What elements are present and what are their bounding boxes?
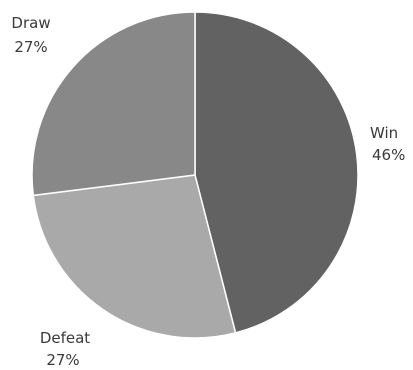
label-defeat-name: Defeat bbox=[40, 329, 90, 347]
pie-slices bbox=[31, 11, 359, 339]
pie-slice-draw bbox=[31, 11, 196, 197]
pie-slice-win bbox=[194, 11, 359, 334]
label-win-value: 46% bbox=[372, 146, 405, 164]
label-draw-value: 27% bbox=[14, 38, 47, 56]
label-draw-name: Draw bbox=[11, 14, 50, 32]
label-win-name: Win bbox=[370, 124, 398, 142]
pie-slice-defeat bbox=[32, 174, 237, 339]
label-defeat-value: 27% bbox=[46, 351, 79, 369]
